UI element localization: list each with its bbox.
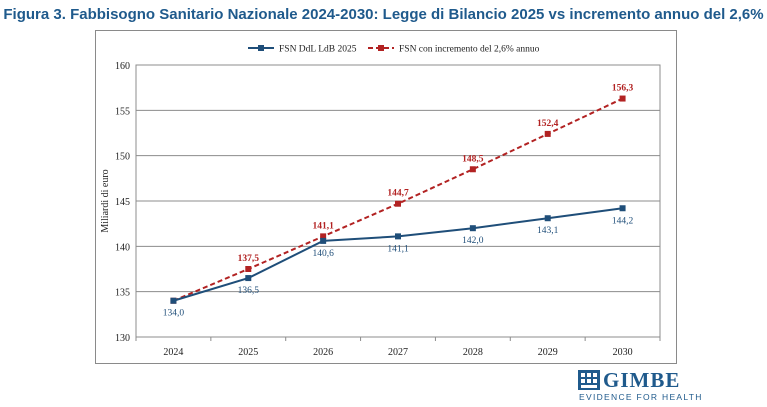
- data-label: 152,4: [537, 119, 559, 129]
- x-tick-label: 2030: [613, 347, 633, 358]
- legend: FSN DdL LdB 2025 FSN con incremento del 2…: [248, 45, 540, 55]
- data-label: 141,1: [387, 244, 409, 254]
- legend-entry: FSN con incremento del 2,6% annuo: [399, 45, 540, 55]
- logo-tagline: EVIDENCE FOR HEALTH: [579, 392, 703, 402]
- series-1-marker: [544, 130, 551, 137]
- logo-wordmark: GIMBE: [603, 368, 681, 392]
- data-label: 140,6: [312, 249, 334, 259]
- series-1-marker: [619, 95, 626, 102]
- y-tick-label: 160: [115, 61, 130, 72]
- data-label: 137,5: [238, 254, 260, 264]
- chart-title: Figura 3. Fabbisogno Sanitario Nazionale…: [3, 6, 764, 23]
- x-tick-label: 2026: [313, 347, 333, 358]
- logo-mark-icon: [578, 370, 600, 390]
- gimbe-logo: GIMBE EVIDENCE FOR HEALTH: [578, 368, 701, 404]
- legend-marker: [258, 45, 264, 51]
- series-group: [170, 95, 626, 304]
- y-axis-label: Miliardi di euro: [100, 169, 111, 232]
- series-0-marker: [170, 297, 177, 304]
- data-label: 156,3: [612, 84, 634, 94]
- x-tick-label: 2027: [388, 347, 408, 358]
- y-tick-label: 135: [115, 288, 130, 299]
- series-0-marker: [320, 237, 327, 244]
- y-tick-label: 150: [115, 152, 130, 163]
- line-chart: FSN DdL LdB 2025 FSN con incremento del 2…: [100, 45, 661, 358]
- legend-marker: [378, 45, 384, 51]
- series-0-marker: [469, 225, 476, 232]
- data-label: 142,0: [462, 236, 484, 246]
- x-tick-label: 2029: [538, 347, 558, 358]
- legend-entry: FSN DdL LdB 2025: [279, 45, 357, 55]
- series-1-marker: [245, 266, 252, 272]
- x-tick-label: 2024: [163, 347, 183, 358]
- x-tick-label: 2028: [463, 347, 483, 358]
- series-0-marker: [245, 275, 252, 282]
- y-tick-label: 130: [115, 333, 130, 344]
- data-labels: 134,0 136,5 140,6 141,1 142,0 143,1 144,2 137,5…: [163, 84, 634, 319]
- series-1-marker: [395, 200, 401, 207]
- axes: 130 135 140 145 150 155 160 2024 2025 2026 2027 202…: [100, 61, 661, 358]
- y-tick-label: 155: [115, 106, 130, 117]
- data-label: 143,1: [537, 226, 559, 236]
- chart-area: FSN DdL LdB 2025 FSN con incremento del 2…: [95, 30, 677, 364]
- x-tick-label: 2025: [238, 347, 258, 358]
- data-label: 136,5: [238, 286, 260, 296]
- data-label: 148,5: [462, 154, 484, 164]
- plot-frame: [135, 64, 661, 338]
- data-label: 134,0: [163, 309, 185, 319]
- series-0-marker: [619, 205, 626, 212]
- data-label: 144,7: [387, 189, 409, 199]
- series-0-marker: [395, 233, 401, 240]
- data-label: 144,2: [612, 216, 634, 226]
- series-1-marker: [320, 233, 327, 240]
- data-label: 141,1: [312, 221, 334, 231]
- y-tick-label: 140: [115, 242, 130, 253]
- series-0-marker: [544, 215, 551, 222]
- series-1-marker: [469, 166, 476, 173]
- y-tick-label: 145: [115, 197, 130, 208]
